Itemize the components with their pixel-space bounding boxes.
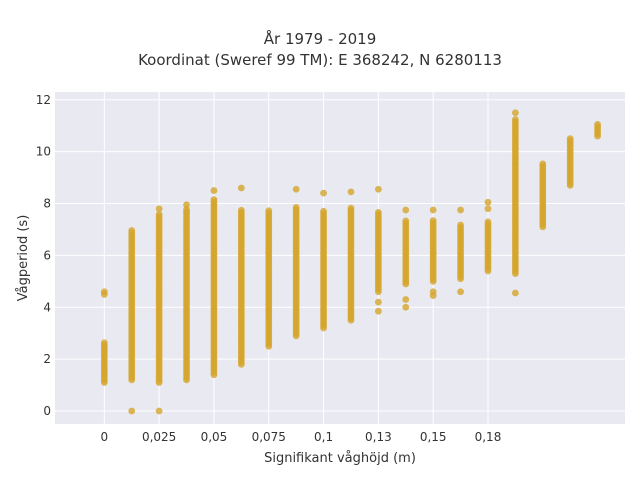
y-tick-label: 4 (43, 300, 51, 314)
x-tick-label: 0 (101, 430, 109, 444)
data-point (402, 206, 410, 214)
x-tick-label: 0,075 (252, 430, 286, 444)
data-point (511, 109, 519, 117)
data-point (210, 187, 218, 194)
y-tick-label: 2 (43, 352, 51, 366)
data-point (292, 204, 300, 211)
data-point (374, 298, 382, 306)
data-point (429, 288, 437, 296)
data-point (320, 189, 327, 197)
data-point (457, 288, 464, 296)
data-point (402, 217, 410, 225)
data-point (484, 218, 492, 226)
chart-title: År 1979 - 2019 (263, 30, 377, 48)
y-tick-label: 12 (36, 93, 51, 107)
data-point (484, 205, 492, 213)
chart-subtitle: Koordinat (Sweref 99 TM): E 368242, N 62… (138, 51, 502, 69)
data-point (457, 221, 464, 229)
data-point (265, 207, 273, 215)
plot-area (55, 92, 625, 424)
data-point (566, 135, 574, 143)
data-point (128, 407, 136, 415)
data-point (511, 116, 519, 123)
data-point (429, 206, 437, 214)
data-point (484, 198, 492, 206)
x-tick-label: 0,1 (314, 430, 333, 444)
data-point (210, 196, 218, 204)
data-point (594, 121, 601, 128)
data-point (511, 289, 519, 297)
data-point (100, 339, 108, 347)
y-tick-label: 10 (36, 145, 51, 159)
data-point (374, 307, 382, 315)
data-point (237, 184, 245, 192)
x-tick-label: 0,05 (201, 430, 228, 444)
data-point (374, 208, 382, 216)
x-axis-title: Signifikant våghöjd (m) (264, 451, 416, 466)
y-tick-label: 0 (43, 404, 51, 418)
data-point (100, 288, 108, 296)
x-tick-label: 0,025 (142, 430, 176, 444)
data-point (374, 185, 382, 193)
data-point (347, 204, 355, 212)
data-point (155, 211, 163, 218)
data-point (402, 296, 410, 303)
data-point (155, 205, 163, 213)
y-tick-label: 8 (43, 197, 51, 211)
data-point (237, 206, 245, 214)
data-point (457, 206, 464, 214)
x-tick-label: 0,13 (365, 430, 392, 444)
data-point (183, 206, 190, 213)
data-point (155, 407, 163, 415)
data-point (292, 185, 300, 193)
x-tick-label: 0,15 (420, 430, 447, 444)
y-axis-title: Vågperiod (s) (16, 215, 31, 302)
data-point (402, 303, 410, 311)
data-point (347, 188, 355, 196)
data-point (320, 207, 327, 215)
data-point (429, 217, 437, 225)
x-tick-label: 0,18 (475, 430, 502, 444)
data-point (128, 227, 136, 234)
data-point (183, 201, 190, 209)
data-point (539, 160, 547, 168)
y-tick-label: 6 (43, 248, 51, 262)
